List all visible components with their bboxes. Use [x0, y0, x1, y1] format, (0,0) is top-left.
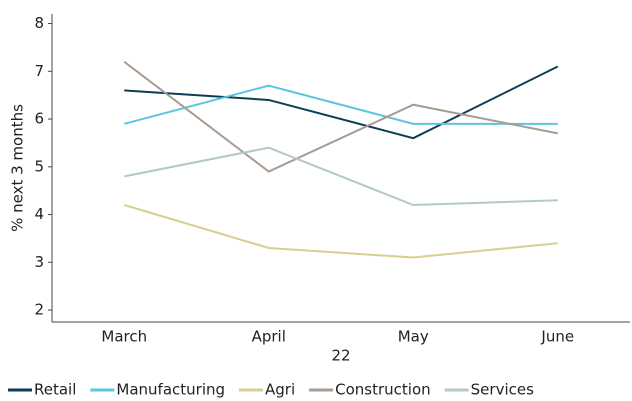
series-line	[123, 60, 558, 173]
y-tick-label: 4	[34, 205, 44, 223]
x-tick-label: April	[252, 328, 286, 346]
x-tick-label: June	[540, 328, 574, 346]
x-axis-label: 22	[331, 347, 350, 365]
series-line	[123, 204, 558, 259]
y-tick-label: 2	[34, 301, 44, 319]
y-tick-label: 5	[34, 157, 44, 175]
series-line	[124, 146, 558, 207]
legend-label: Services	[471, 381, 534, 399]
y-tick-label: 3	[34, 253, 44, 271]
legend-label: Manufacturing	[116, 381, 225, 399]
x-tick-label: March	[101, 328, 147, 346]
x-tick-label: May	[398, 328, 429, 346]
series-line	[123, 84, 558, 125]
y-tick-label: 8	[34, 14, 44, 32]
legend-label: Construction	[335, 381, 431, 399]
y-tick-label: 7	[34, 62, 44, 80]
series-line	[124, 65, 559, 140]
legend-label: Retail	[34, 381, 76, 399]
legend-label: Agri	[265, 381, 295, 399]
y-tick-label: 6	[34, 110, 44, 128]
y-axis-label: % next 3 months	[9, 104, 27, 232]
